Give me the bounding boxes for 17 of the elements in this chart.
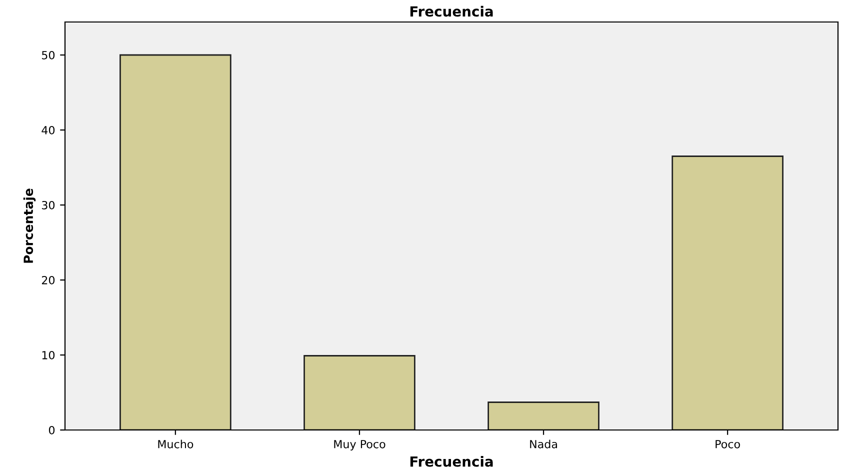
y-tick-label: 40 xyxy=(42,126,55,134)
y-axis-title: Porcentaje xyxy=(23,188,36,263)
chart-title: Frecuencia xyxy=(410,6,493,17)
bar xyxy=(672,156,784,430)
bar xyxy=(304,355,416,430)
bar xyxy=(488,402,600,430)
y-tick-label: 0 xyxy=(48,426,55,434)
x-tick-label: Nada xyxy=(530,440,558,448)
x-axis-title: Frecuencia xyxy=(410,456,493,467)
bar xyxy=(120,54,232,430)
y-tick-label: 30 xyxy=(42,200,55,210)
x-tick-label: Mucho xyxy=(158,440,194,448)
y-tick-label: 20 xyxy=(42,276,55,284)
x-tick-label: Muy Poco xyxy=(334,440,386,450)
y-tick-label: 10 xyxy=(42,350,55,360)
x-tick-label: Poco xyxy=(716,440,740,448)
y-tick-label: 50 xyxy=(42,50,55,60)
